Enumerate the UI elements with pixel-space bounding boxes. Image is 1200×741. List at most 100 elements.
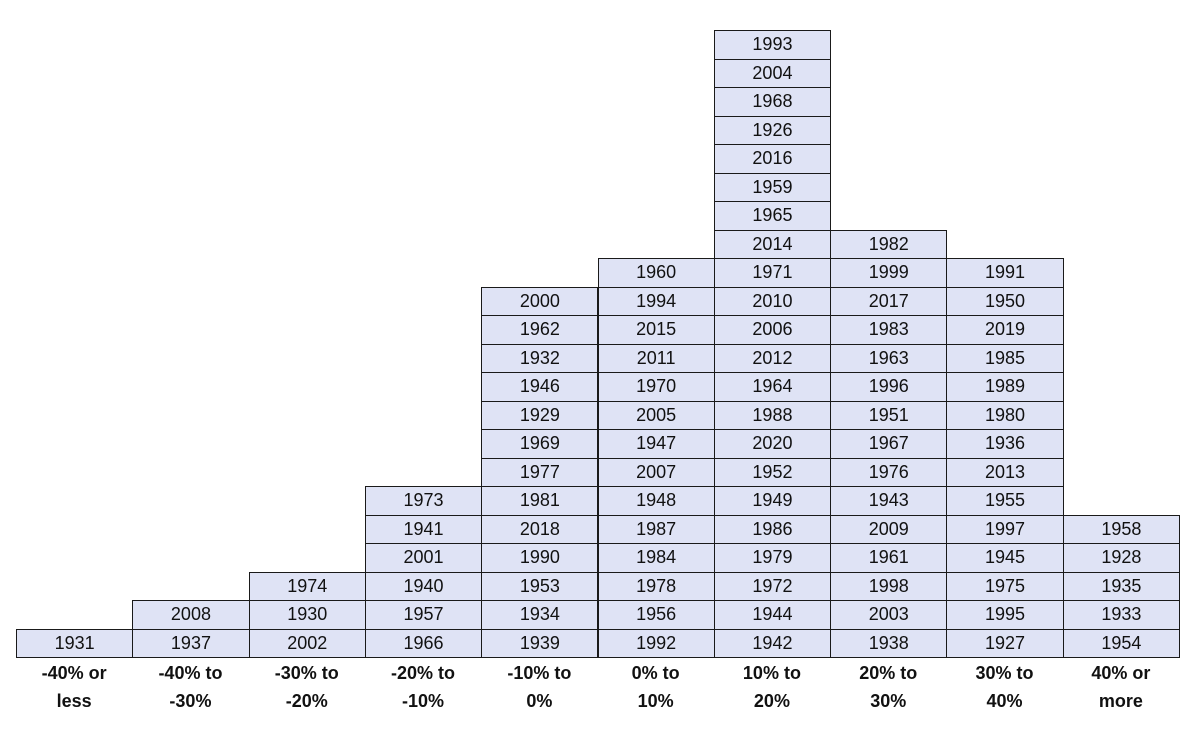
year-cell: 2000 — [481, 286, 599, 316]
year-cell: 1981 — [481, 486, 599, 516]
bin-label-line: less — [56, 691, 92, 711]
year-cell: 1982 — [830, 229, 948, 259]
year-cell: 2003 — [830, 600, 948, 630]
year-cell: 1979 — [713, 543, 832, 573]
year-cell: 1938 — [830, 628, 948, 658]
bin-label-line: 0% — [526, 691, 553, 711]
year-cell: 1937 — [132, 628, 250, 658]
bin-label: 0% to 10% — [598, 659, 714, 715]
year-cell: 1946 — [481, 372, 599, 402]
year-cell: 1988 — [713, 400, 832, 430]
year-cell: 1932 — [481, 343, 599, 373]
year-cell: 2016 — [713, 144, 832, 174]
year-cell: 2006 — [713, 315, 832, 345]
year-cell: 2012 — [713, 343, 832, 373]
bin-label-line: -20% to — [391, 663, 456, 683]
bin-label-line: -10% — [402, 691, 445, 711]
year-cell: 1933 — [1062, 600, 1180, 630]
year-cell: 1963 — [830, 343, 948, 373]
year-cell: 1971 — [713, 258, 832, 288]
year-cell: 1930 — [248, 600, 366, 630]
year-cell: 1964 — [713, 372, 832, 402]
year-cell: 1994 — [597, 286, 715, 316]
year-cell: 2007 — [597, 457, 715, 487]
year-cell: 1992 — [597, 628, 715, 658]
year-cell: 1953 — [481, 571, 599, 601]
year-cell: 1972 — [713, 571, 832, 601]
year-cell: 1967 — [830, 429, 948, 459]
year-cell: 1970 — [597, 372, 715, 402]
year-cell: 1984 — [597, 543, 715, 573]
year-cell: 1939 — [481, 628, 599, 658]
year-cell: 1944 — [713, 600, 832, 630]
year-cell: 1927 — [946, 628, 1064, 658]
year-cell: 1960 — [597, 258, 715, 288]
year-cell: 1926 — [713, 115, 832, 145]
year-cell: 1987 — [597, 514, 715, 544]
year-cell: 2011 — [597, 343, 715, 373]
year-cell: 1966 — [364, 628, 483, 658]
year-cell: 1993 — [713, 30, 832, 60]
year-cell: 1957 — [364, 600, 483, 630]
year-cell: 1976 — [830, 457, 948, 487]
year-cell: 1929 — [481, 400, 599, 430]
year-cell: 2009 — [830, 514, 948, 544]
year-cell: 2020 — [713, 429, 832, 459]
year-cell: 1989 — [946, 372, 1064, 402]
year-cell: 1947 — [597, 429, 715, 459]
year-cell: 1969 — [481, 429, 599, 459]
bin-label-line: 30% — [870, 691, 907, 711]
year-cell: 2005 — [597, 400, 715, 430]
year-cell: 2001 — [364, 543, 483, 573]
year-cell: 1950 — [946, 286, 1064, 316]
year-cell: 1990 — [481, 543, 599, 573]
bin-label: -30% to -20% — [249, 659, 365, 715]
year-cell: 2017 — [830, 286, 948, 316]
year-cell: 1998 — [830, 571, 948, 601]
bin-label: -20% to -10% — [365, 659, 481, 715]
year-cell: 1955 — [946, 486, 1064, 516]
year-cell: 1951 — [830, 400, 948, 430]
year-cell: 1945 — [946, 543, 1064, 573]
year-cell: 1977 — [481, 457, 599, 487]
year-cell: 1985 — [946, 343, 1064, 373]
bin-label-line: -40% or — [41, 663, 107, 683]
bin-label-line: more — [1098, 691, 1143, 711]
year-cell: 1962 — [481, 315, 599, 345]
bin-label: -40% to -30% — [132, 659, 248, 715]
bin-label-line: 30% to — [975, 663, 1034, 683]
year-cell: 1996 — [830, 372, 948, 402]
year-cell: 1948 — [597, 486, 715, 516]
bin-label-line: -40% to — [158, 663, 223, 683]
bin-label-line: 10% to — [742, 663, 801, 683]
bin-label: 40% or more — [1063, 659, 1179, 715]
bin-label-line: -20% — [285, 691, 328, 711]
year-cell: 1986 — [713, 514, 832, 544]
year-cell: 1956 — [597, 600, 715, 630]
year-cell: 2013 — [946, 457, 1064, 487]
year-cell: 2018 — [481, 514, 599, 544]
year-cell: 1999 — [830, 258, 948, 288]
bin-label: 10% to 20% — [714, 659, 830, 715]
year-cell: 1940 — [364, 571, 483, 601]
year-cell: 1952 — [713, 457, 832, 487]
year-cell: 1958 — [1062, 514, 1180, 544]
year-cell: 1961 — [830, 543, 948, 573]
bin-label-line: 40% or — [1091, 663, 1151, 683]
year-cell: 1983 — [830, 315, 948, 345]
year-cell: 1942 — [713, 628, 832, 658]
year-cell: 1928 — [1062, 543, 1180, 573]
bin-label-line: 10% — [637, 691, 674, 711]
bin-label: 30% to 40% — [946, 659, 1062, 715]
year-cell: 1975 — [946, 571, 1064, 601]
year-cell: 1936 — [946, 429, 1064, 459]
bin-label-line: 0% to — [631, 663, 680, 683]
year-cell: 1959 — [713, 172, 832, 202]
year-cell: 1978 — [597, 571, 715, 601]
year-cell: 1935 — [1062, 571, 1180, 601]
year-cell: 1941 — [364, 514, 483, 544]
year-cell: 1980 — [946, 400, 1064, 430]
year-cell: 2002 — [248, 628, 366, 658]
year-cell: 1974 — [248, 571, 366, 601]
